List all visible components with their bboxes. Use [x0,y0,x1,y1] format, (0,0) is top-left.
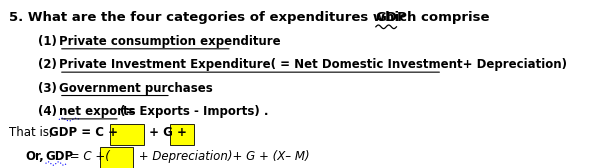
Text: 5. What are the four categories of expenditures which comprise: 5. What are the four categories of expen… [9,11,494,24]
FancyBboxPatch shape [170,124,193,145]
Text: Private Investment Expenditure( = Net Domestic Investment+ Depreciation): Private Investment Expenditure( = Net Do… [59,58,567,71]
Text: Or,: Or, [25,150,43,163]
Text: GDP: GDP [376,11,408,24]
Text: (3): (3) [38,82,61,95]
Text: (4): (4) [38,105,61,118]
Text: + G +: + G + [145,127,192,139]
Text: Private consumption expenditure: Private consumption expenditure [59,35,280,48]
Text: (1): (1) [38,35,61,48]
FancyBboxPatch shape [111,124,144,145]
Text: GDP: GDP [46,150,74,163]
Text: (2): (2) [38,58,61,71]
Text: + Depreciation)+ G + (X– M): + Depreciation)+ G + (X– M) [134,150,309,163]
Text: GDP = C +: GDP = C + [49,127,122,139]
Text: = C +(: = C +( [66,150,110,163]
Text: That is,: That is, [9,127,52,139]
FancyBboxPatch shape [100,147,133,168]
Text: Government purchases: Government purchases [59,82,212,95]
Text: net exports: net exports [59,105,136,118]
Text: (= Exports - Imports) .: (= Exports - Imports) . [120,105,268,118]
